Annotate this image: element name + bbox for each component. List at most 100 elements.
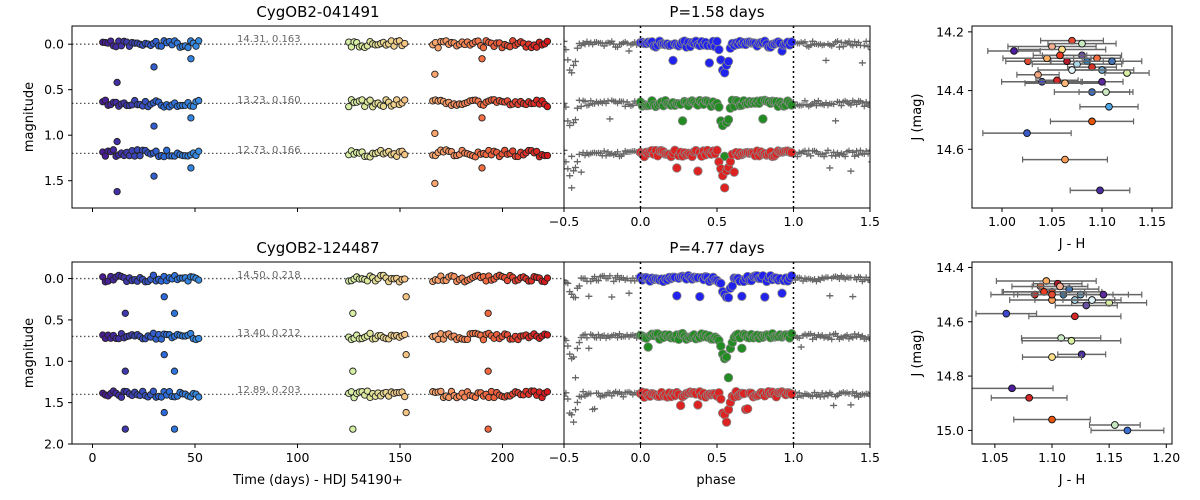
data-point: [160, 408, 168, 417]
data-point: [187, 164, 195, 172]
data-point: [117, 393, 126, 401]
x-tick-label: 0.5: [707, 214, 727, 229]
x-tick-label: 1.15: [1138, 214, 1166, 229]
data-point: [401, 275, 409, 283]
phase-point: [714, 44, 724, 55]
data-point: [401, 330, 409, 339]
x-tick-label: 1.10: [1038, 450, 1066, 465]
phase-point: [786, 37, 797, 47]
x-tick-label: 50: [187, 450, 203, 465]
data-point: [195, 393, 203, 401]
cm-point: [1025, 393, 1033, 402]
y-tick-label: 0.5: [44, 82, 64, 97]
phase-point: [716, 278, 726, 289]
y-tick-label: 14.2: [936, 24, 964, 39]
phase-point: [723, 372, 734, 383]
marks: [982, 36, 1150, 195]
data-point: [160, 293, 168, 301]
marks: [72, 271, 564, 433]
data-point: [401, 96, 409, 104]
cm-point: [1098, 77, 1106, 86]
x-tick-label: 1.05: [1038, 214, 1066, 229]
data-point: [437, 387, 445, 396]
phase-point: [721, 352, 732, 362]
y-tick-label: 1.0: [44, 128, 64, 143]
data-point: [478, 114, 486, 122]
data-point: [195, 96, 203, 105]
x-tick-label: 1.05: [981, 450, 1009, 465]
cm-point: [1099, 290, 1108, 299]
cm-point: [1078, 39, 1086, 48]
phase-point: [672, 291, 682, 301]
y-tick-label: 14.8: [936, 369, 964, 384]
data-point: [479, 44, 488, 52]
chart-title: CygOB2-124487: [256, 239, 379, 257]
x-tick-label: 0.0: [631, 214, 651, 229]
cm-point: [1056, 282, 1064, 291]
phase-point: [704, 58, 715, 68]
band-annotation-H: 13.23, 0.160: [237, 95, 301, 106]
y-tick-label: 0.0: [44, 271, 64, 286]
panel-phase-041491: P=1.58 days −0.5 0.0 0.5 1.0 1.5: [549, 3, 880, 229]
x-tick-label: 100: [286, 450, 310, 465]
phase-point: [723, 114, 734, 125]
cm-point: [1102, 88, 1110, 96]
phase-point: [786, 147, 797, 158]
phase-point: [786, 329, 797, 339]
y-tick-label: 14.4: [936, 260, 964, 275]
cm-point: [1023, 129, 1031, 137]
x-tick-label: −0.5: [549, 450, 579, 465]
cm-point: [1061, 155, 1069, 164]
data-point: [379, 102, 388, 110]
y-axis-label: magnitude: [22, 318, 37, 388]
marks: [564, 262, 870, 444]
phase-point: [786, 271, 797, 281]
cm-point: [1002, 309, 1011, 318]
data-point: [349, 425, 357, 433]
phase-point: [693, 166, 703, 176]
x-tick-label: 150: [388, 450, 412, 465]
x-axis-label: phase: [696, 473, 735, 488]
marks: [564, 26, 870, 208]
x-tick-label: 200: [491, 450, 515, 465]
x-tick-label: 1.0: [784, 214, 804, 229]
data-point: [160, 351, 168, 359]
cm-point: [1088, 117, 1096, 126]
data-point: [113, 78, 121, 87]
data-point: [484, 425, 492, 433]
data-point: [113, 137, 121, 146]
chart-title: P=4.77 days: [669, 239, 764, 257]
marks: [72, 37, 564, 196]
data-point: [543, 331, 552, 339]
phase-point: [737, 291, 747, 301]
data-point: [184, 43, 192, 52]
cm-point: [1008, 384, 1016, 393]
band-annotation-K: 12.89, 0.203: [237, 385, 301, 396]
cm-point: [1048, 353, 1056, 361]
x-tick-label: 0.5: [707, 450, 727, 465]
data-point: [431, 129, 439, 138]
data-point: [150, 63, 158, 71]
data-point: [349, 309, 357, 317]
cm-point: [1067, 336, 1076, 345]
phase-point: [693, 400, 703, 410]
cm-point: [1038, 77, 1046, 86]
y-tick-label: 15.0: [936, 423, 964, 438]
band-annotation-K: 12.73, 0.166: [237, 145, 301, 156]
panel-lightcurve-124487: 14.50, 0.218 13.40, 0.212 12.89, 0.203 C…: [22, 239, 565, 488]
data-point: [109, 146, 118, 154]
phase-point: [672, 163, 682, 173]
data-point: [543, 37, 552, 46]
x-tick-label: 1.20: [1152, 450, 1180, 465]
axes-frame: [563, 261, 871, 445]
phase-point: [719, 183, 730, 193]
panel-lightcurve-041491: 14.31, 0.163 13.23, 0.160 12.73, 0.166 C…: [22, 3, 565, 212]
y-tick-label: 2.0: [44, 437, 64, 452]
y-tick-label: 0.5: [44, 312, 64, 327]
annotations: 14.50, 0.218 13.40, 0.212 12.89, 0.203: [237, 270, 301, 396]
phase-point: [712, 145, 722, 156]
data-point: [431, 70, 439, 78]
phase-point: [716, 341, 726, 351]
data-point: [170, 309, 179, 317]
data-point: [366, 96, 374, 104]
